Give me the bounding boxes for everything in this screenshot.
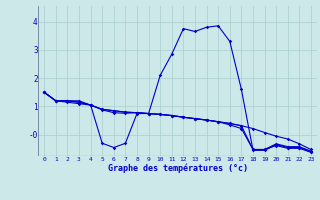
X-axis label: Graphe des températures (°c): Graphe des températures (°c) bbox=[108, 163, 248, 173]
